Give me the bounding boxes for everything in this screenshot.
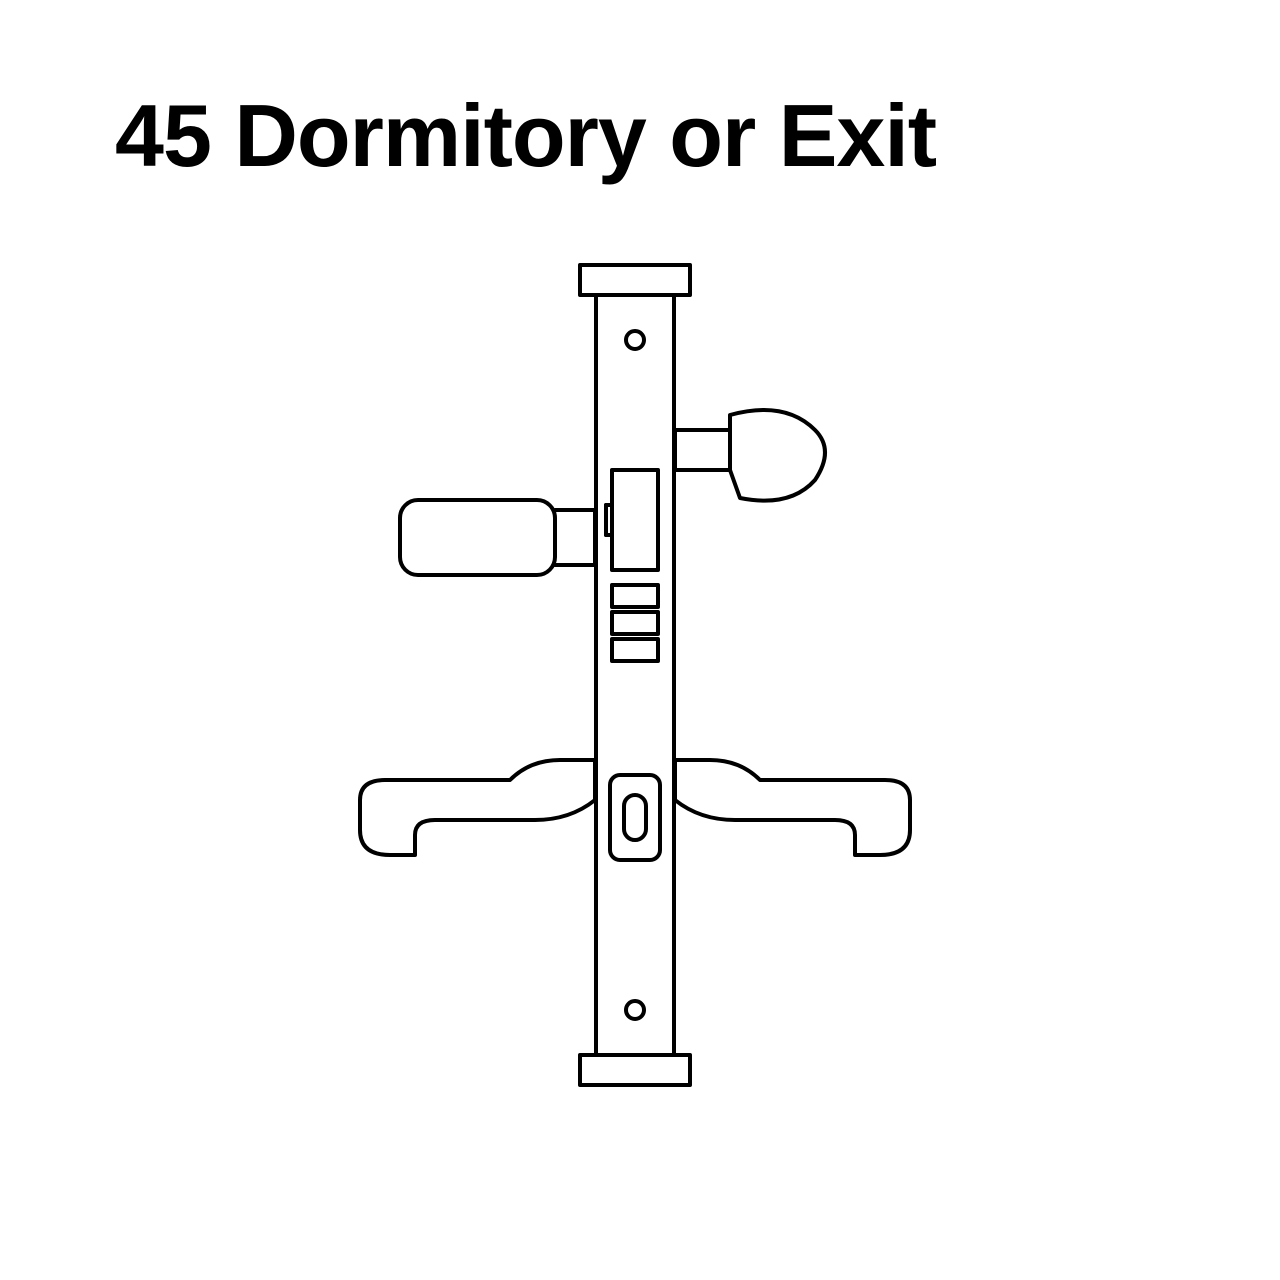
mortise-lock-diagram	[0, 0, 1280, 1280]
diagram-canvas: 45 Dormitory or Exit	[0, 0, 1280, 1280]
